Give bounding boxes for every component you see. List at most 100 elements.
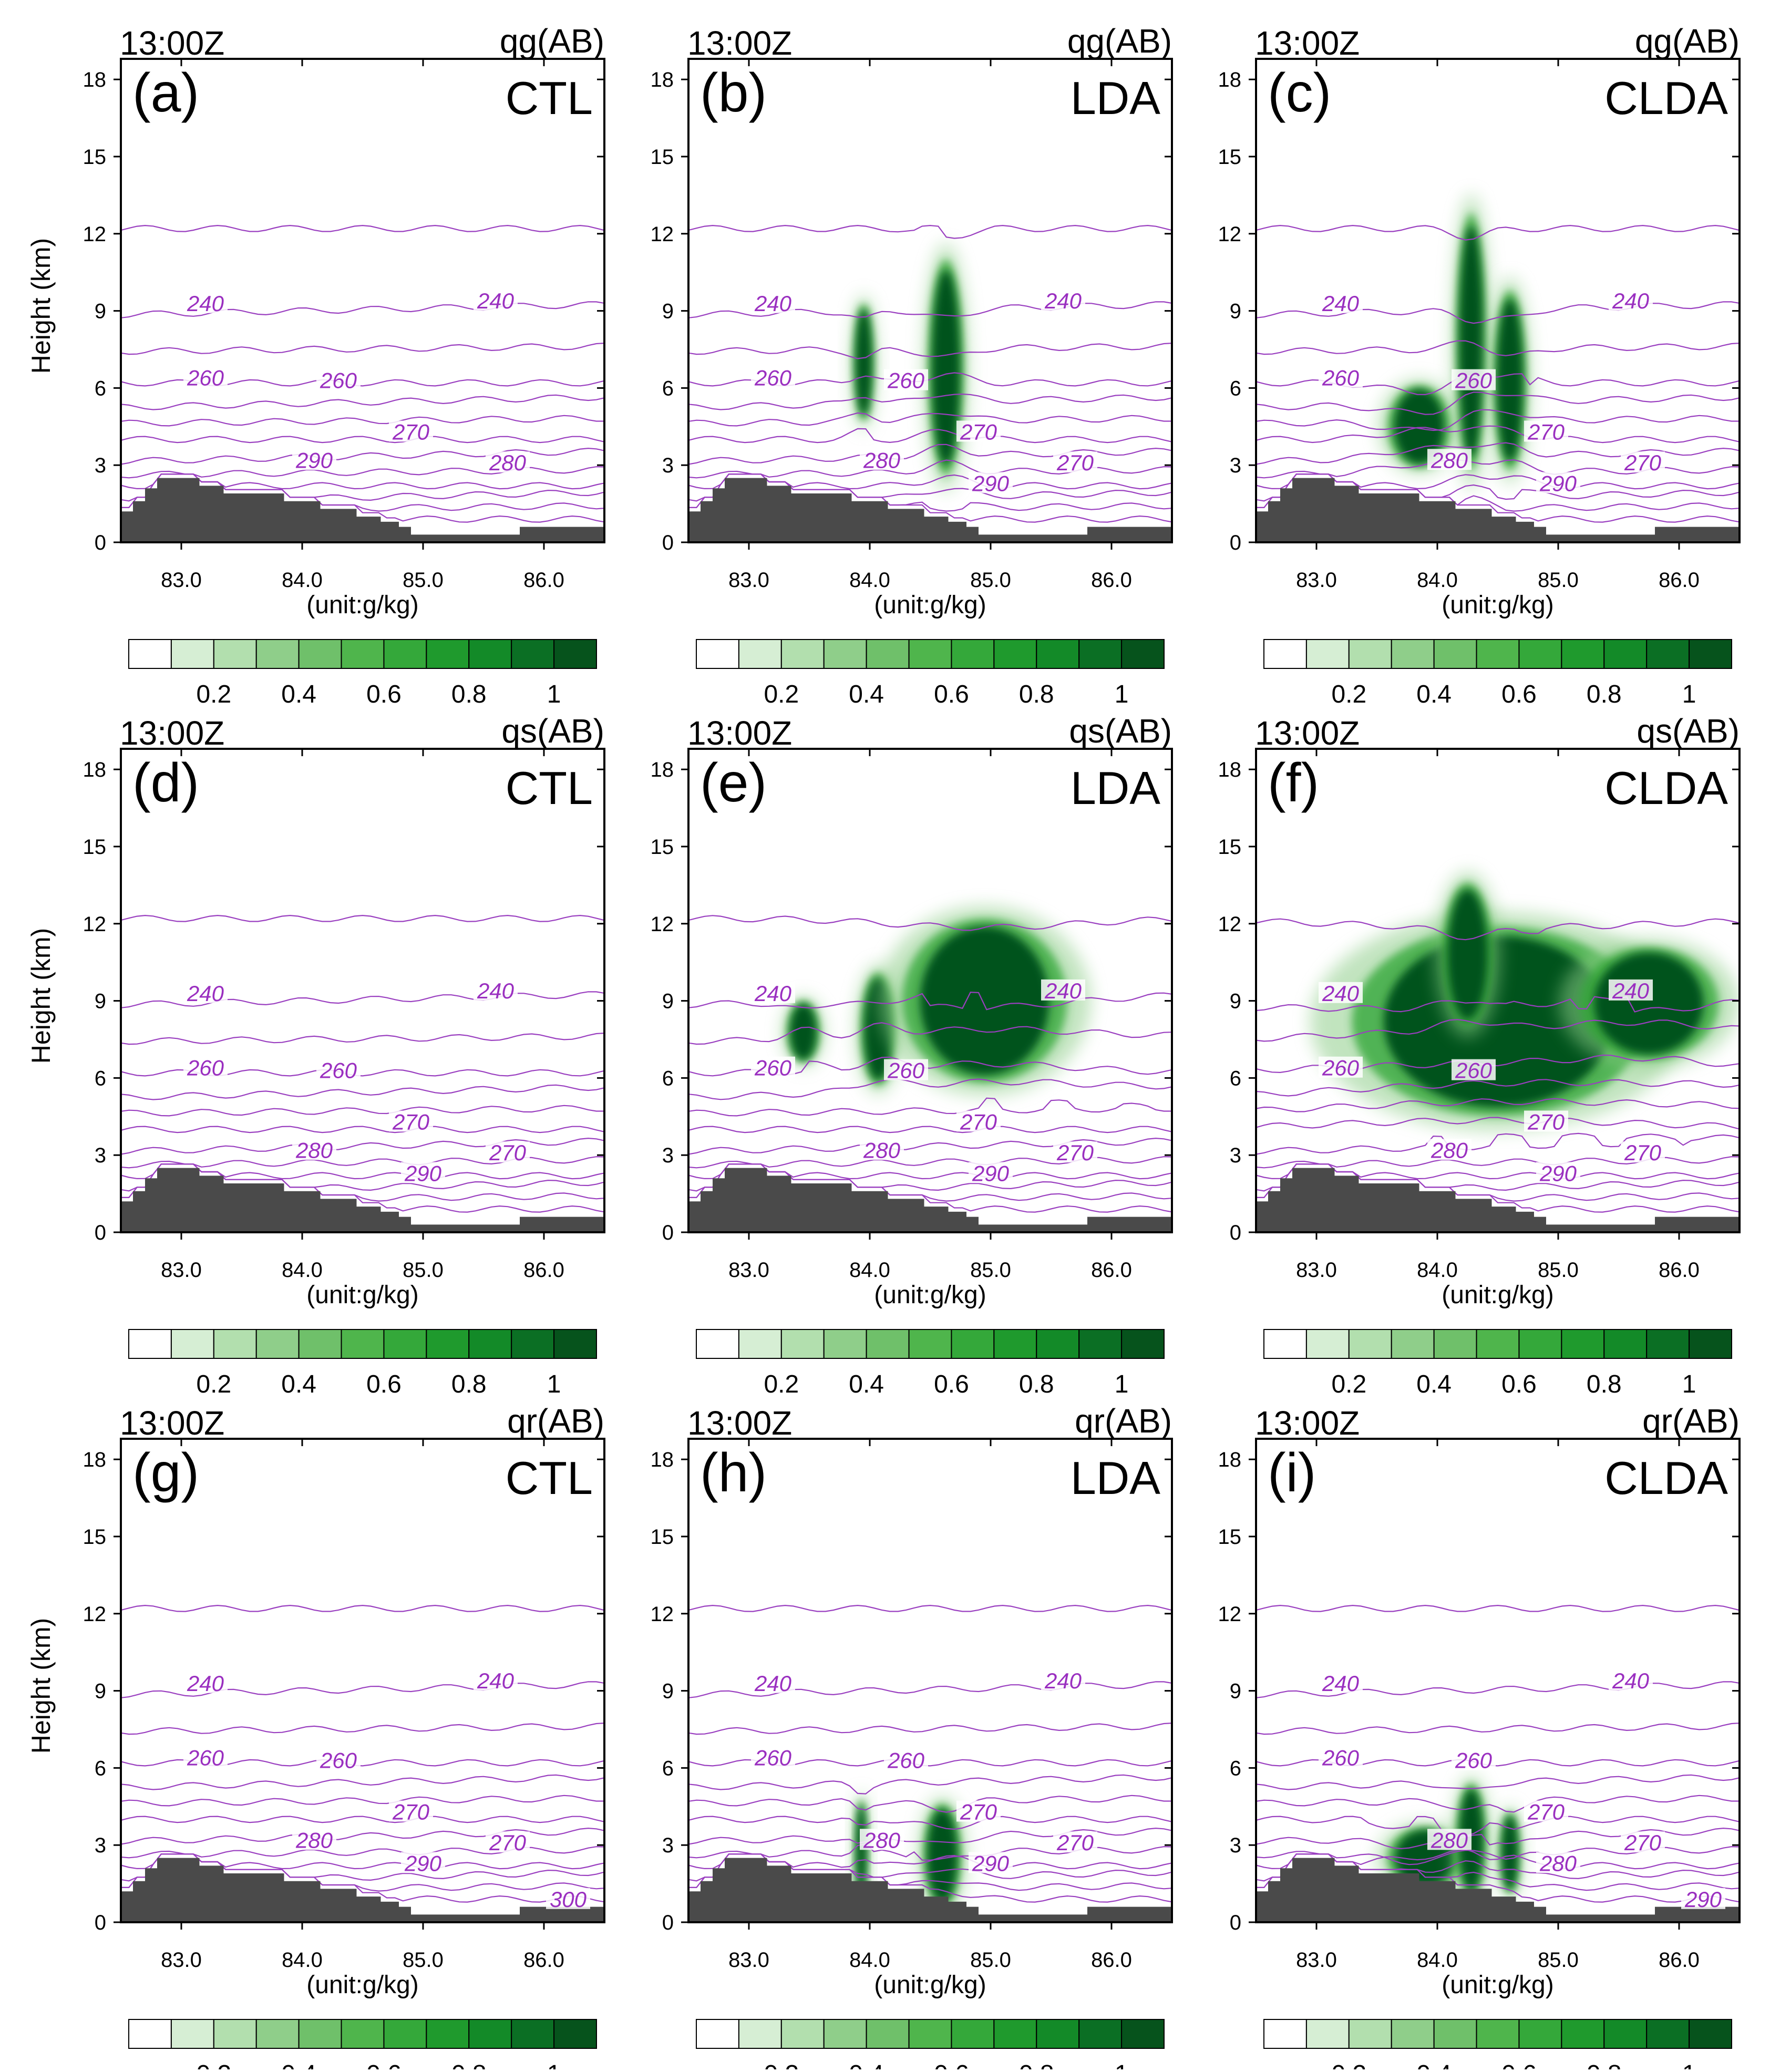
contour-label-bg	[751, 982, 795, 1003]
colorbar-box	[426, 1329, 470, 1359]
contour-label-bg	[751, 292, 795, 313]
plot-area: 240 240 260 260 270 270 280 290	[1256, 871, 1740, 1232]
contour-label-bg	[1319, 1056, 1363, 1078]
shade-core-1	[1459, 226, 1484, 458]
contour-label-bg	[1319, 1746, 1363, 1768]
contour-label: 240	[754, 1671, 792, 1696]
isotherm-line	[1256, 996, 1740, 1013]
contour-label: 270	[1624, 1830, 1662, 1855]
colorbar-box	[341, 639, 385, 669]
colorbar-box	[1348, 639, 1392, 669]
colorbar-tick-label: 0.2	[1331, 2060, 1366, 2069]
contour-label-bg	[401, 1162, 445, 1183]
x-unit-label: (unit:g/kg)	[306, 591, 418, 619]
x-tick-label: 83.0	[728, 1259, 769, 1282]
x-tick-label: 83.0	[161, 1949, 202, 1972]
colorbar-box	[426, 639, 470, 669]
contour-label: 260	[320, 368, 357, 393]
shade-core-2	[1501, 1816, 1518, 1890]
panel-time-label: 13:00Z	[120, 1404, 224, 1442]
panel-variable-label: qs(AB)	[501, 712, 604, 750]
colorbar-tick-label: 0.8	[451, 2060, 487, 2069]
contour-label-bg	[292, 1139, 336, 1160]
y-tick-label: 18	[1218, 1448, 1242, 1471]
x-tick-label: 85.0	[403, 569, 444, 592]
contour-label: 270	[960, 419, 997, 444]
contour-label: 260	[1455, 1058, 1493, 1083]
isotherm-line	[121, 224, 604, 232]
experiment-label: CLDA	[1604, 72, 1728, 124]
colorbar-tick-label: 0.4	[1416, 1370, 1452, 1398]
x-tick-label: 84.0	[849, 1949, 890, 1972]
colorbar-box	[1433, 1329, 1477, 1359]
contour-label-bg	[1609, 979, 1653, 1001]
y-axis-title: Height (km)	[26, 1618, 56, 1754]
terrain-silhouette	[1256, 1858, 1740, 1922]
y-tick-label: 12	[83, 913, 107, 936]
contour-label: 240	[187, 981, 224, 1006]
contour-label-bg	[486, 1141, 530, 1163]
plot-area: 240 240 260 260 270 270 280 290	[688, 906, 1172, 1232]
panel-label: (h)	[700, 1442, 767, 1503]
colorbar-box	[823, 1329, 867, 1359]
x-tick-label: 83.0	[728, 569, 769, 592]
isotherm-line	[688, 1816, 1172, 1830]
panel-time-label: 13:00Z	[120, 714, 224, 752]
contour-label: 280	[295, 1828, 333, 1852]
colorbar-tick-label: 0.2	[1331, 681, 1366, 708]
contour-label: 270	[1624, 450, 1662, 475]
contour-label-bg	[860, 1139, 904, 1160]
colorbar-box	[553, 1329, 598, 1359]
contour-label-bg	[1319, 292, 1363, 313]
contour-label: 240	[477, 288, 514, 313]
y-tick-label: 18	[1218, 68, 1242, 91]
shade-core-1	[932, 270, 960, 465]
y-axis-title: Height (km)	[26, 238, 56, 374]
colorbar-box	[866, 2019, 910, 2049]
y-tick-label: 18	[83, 758, 107, 781]
isotherm-line	[121, 466, 604, 479]
isotherm-line	[688, 393, 1172, 410]
isotherm-line	[1256, 918, 1740, 941]
experiment-label: CLDA	[1604, 762, 1728, 814]
y-tick-label: 9	[662, 300, 674, 323]
isotherm-line	[121, 1033, 604, 1045]
panel-label: (b)	[700, 63, 767, 123]
isotherm-line	[688, 1156, 1172, 1169]
colorbar-tick-label: 0.4	[281, 2060, 316, 2069]
colorbar-tick-label: 1	[1682, 1370, 1696, 1398]
y-tick-label: 3	[95, 1834, 106, 1857]
contour-label: 290	[295, 448, 333, 472]
contour-label: 260	[187, 1746, 224, 1770]
x-tick-label: 86.0	[523, 569, 564, 592]
isotherm-line	[1256, 1163, 1740, 1180]
colorbar-tick-label: 0.8	[1019, 681, 1054, 708]
isotherm-line	[121, 1846, 604, 1859]
colorbar-box	[1518, 2019, 1562, 2049]
experiment-label: LDA	[1071, 72, 1160, 124]
x-unit-label: (unit:g/kg)	[1442, 591, 1553, 619]
colorbar-box	[1391, 639, 1435, 669]
colorbar-tick-label: 0.8	[451, 1370, 487, 1398]
panel-label: (a)	[132, 63, 199, 123]
colorbar-tick-label: 0.6	[366, 2060, 402, 2069]
isotherm-line	[688, 915, 1172, 931]
y-tick-label: 6	[95, 1067, 106, 1090]
colorbar-box	[696, 2019, 739, 2049]
x-tick-label: 86.0	[523, 1259, 564, 1282]
terrain-silhouette	[1256, 1168, 1740, 1232]
contour-label: 240	[1612, 978, 1650, 1003]
contour-label-bg	[1041, 979, 1085, 1001]
isotherm-line	[121, 1816, 604, 1823]
plot-frame	[120, 1438, 605, 1923]
plot-area: 240 240 260 260 270 270 280 280 290	[1256, 1604, 1740, 1922]
panel-variable-label: qr(AB)	[1642, 1402, 1740, 1440]
plot-frame	[687, 58, 1173, 543]
contour-label: 270	[1056, 1140, 1094, 1165]
colorbar-box	[468, 2019, 512, 2049]
y-tick-label: 15	[1218, 1525, 1242, 1549]
experiment-label: CLDA	[1604, 1452, 1728, 1504]
contour-label-bg	[1524, 1110, 1568, 1132]
isotherm-line	[688, 444, 1172, 465]
contour-label-bg	[1427, 1139, 1471, 1160]
